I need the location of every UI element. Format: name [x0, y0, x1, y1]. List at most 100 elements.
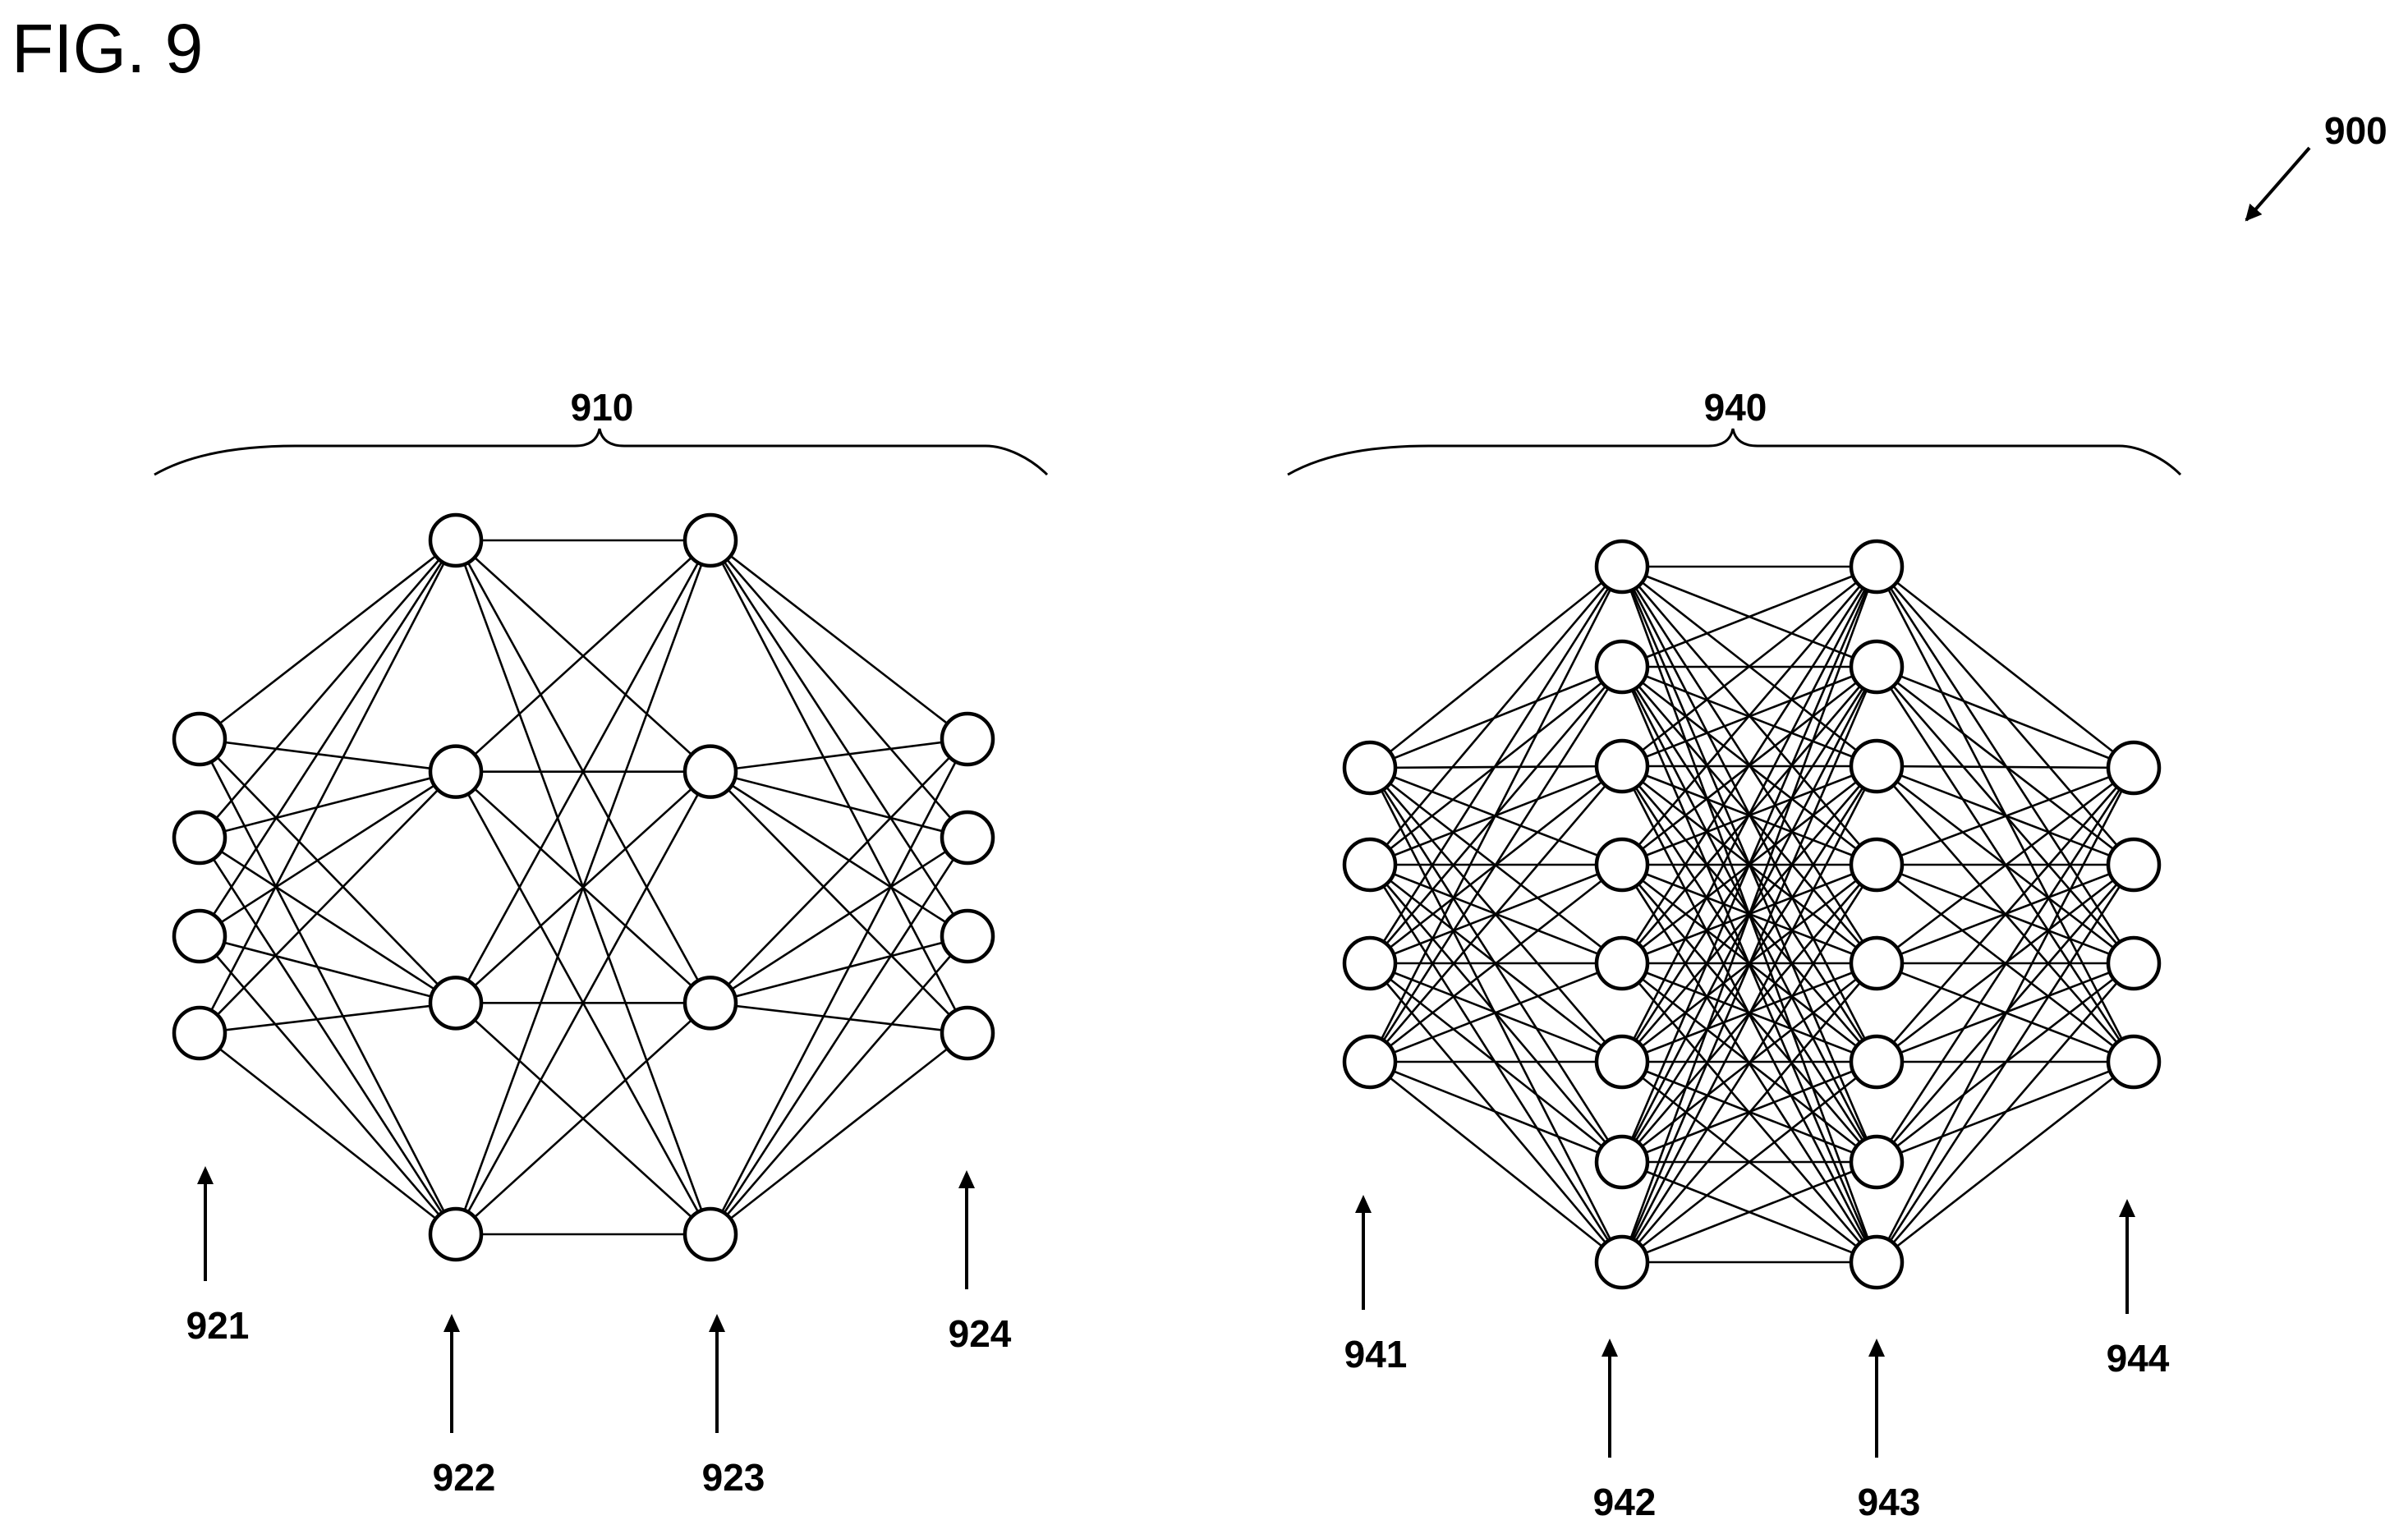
connection: [1877, 768, 2134, 1162]
layer-references: 921922923924: [186, 1166, 1012, 1499]
neuron-node: [1597, 1137, 1647, 1187]
connection: [1877, 1062, 2134, 1262]
arrow-head-icon: [1868, 1339, 1885, 1357]
neuron-node: [430, 977, 481, 1028]
neuron-node: [685, 1209, 736, 1260]
arrow-head-icon: [709, 1314, 725, 1332]
connection: [200, 540, 456, 838]
connection: [710, 739, 967, 772]
arrow-head-icon: [197, 1166, 214, 1184]
connection: [200, 772, 456, 838]
connection: [1370, 768, 1622, 1162]
arrow-head-icon: [2119, 1199, 2135, 1217]
connection: [710, 838, 967, 1234]
neuron-node: [1597, 741, 1647, 792]
connection: [200, 838, 456, 1234]
neuron-node: [1851, 839, 1902, 890]
neuron-node: [2108, 839, 2159, 890]
neuron-node: [1597, 938, 1647, 989]
connection: [1370, 567, 1622, 1062]
neuron-node: [174, 911, 225, 962]
connection: [1877, 567, 2134, 768]
connection: [1370, 1062, 1622, 1162]
neuron-node: [1851, 1036, 1902, 1087]
neuron-node: [430, 746, 481, 797]
neuron-node: [2108, 742, 2159, 793]
neuron-node: [430, 515, 481, 566]
neuron-node: [1851, 938, 1902, 989]
neuron-node: [174, 1008, 225, 1059]
connection: [1370, 1062, 1622, 1262]
network-brace: [1288, 429, 2181, 475]
neuron-node: [430, 1209, 481, 1260]
layer-label: 921: [186, 1304, 250, 1347]
layer-references: 941942943944: [1344, 1195, 2170, 1523]
connection: [1877, 963, 2134, 1262]
connection: [1877, 766, 2134, 768]
neuron-node: [174, 812, 225, 863]
layer-label: 922: [433, 1456, 496, 1499]
arrow-head-icon: [1602, 1339, 1618, 1357]
connection: [710, 772, 967, 838]
neuron-node: [1597, 839, 1647, 890]
connection: [710, 739, 967, 1234]
connection: [1370, 567, 1622, 963]
neuron-node: [1851, 741, 1902, 792]
neural-network-940: 940 941942943944: [1288, 386, 2181, 1523]
neuron-node: [1851, 1237, 1902, 1288]
figure-title: FIG. 9: [11, 10, 203, 87]
connection: [710, 936, 967, 1234]
layer-label: 942: [1593, 1481, 1657, 1523]
connection: [200, 1003, 456, 1033]
connection: [200, 772, 456, 936]
connection: [200, 739, 456, 1234]
connection: [200, 936, 456, 1234]
neuron-node: [1597, 1036, 1647, 1087]
connection: [1877, 567, 2134, 865]
neuron-node: [942, 812, 993, 863]
neural-network-910: 910 921922923924: [154, 386, 1047, 1499]
connection: [200, 1033, 456, 1234]
connection: [1877, 865, 2134, 1262]
connection: [200, 739, 456, 1003]
connection: [200, 540, 456, 1033]
network-connections: [1370, 567, 2134, 1262]
layer-label: 943: [1858, 1481, 1921, 1523]
figure-reference-arrow: [2246, 148, 2309, 220]
neuron-node: [1344, 938, 1395, 989]
neuron-node: [1851, 641, 1902, 692]
neuron-node: [685, 515, 736, 566]
neuron-node: [1597, 641, 1647, 692]
neuron-node: [1597, 1237, 1647, 1288]
connection: [710, 838, 967, 1003]
connection: [710, 1003, 967, 1033]
network-brace: [154, 429, 1047, 475]
connection: [1877, 768, 2134, 1262]
connection: [1370, 567, 1622, 768]
connection: [710, 540, 967, 838]
connection: [710, 772, 967, 936]
network-label: 940: [1704, 386, 1767, 429]
neuron-node: [1851, 1137, 1902, 1187]
neuron-node: [1344, 742, 1395, 793]
connection: [1877, 667, 2134, 768]
arrow-head-icon: [443, 1314, 460, 1332]
connection: [710, 540, 967, 936]
network-label: 910: [571, 386, 634, 429]
neuron-node: [942, 911, 993, 962]
neuron-node: [1597, 541, 1647, 592]
neuron-node: [685, 977, 736, 1028]
neuron-node: [942, 714, 993, 765]
network-connections: [200, 540, 967, 1234]
connection: [710, 739, 967, 1003]
layer-label: 923: [702, 1456, 765, 1499]
figure-reference-label: 900: [2324, 109, 2387, 152]
arrow-head-icon: [958, 1170, 975, 1188]
neuron-node: [942, 1008, 993, 1059]
arrow-head-icon: [1355, 1195, 1372, 1213]
neuron-node: [685, 746, 736, 797]
layer-label: 944: [2107, 1337, 2170, 1380]
connection: [710, 540, 967, 1033]
connection: [1370, 567, 1622, 865]
